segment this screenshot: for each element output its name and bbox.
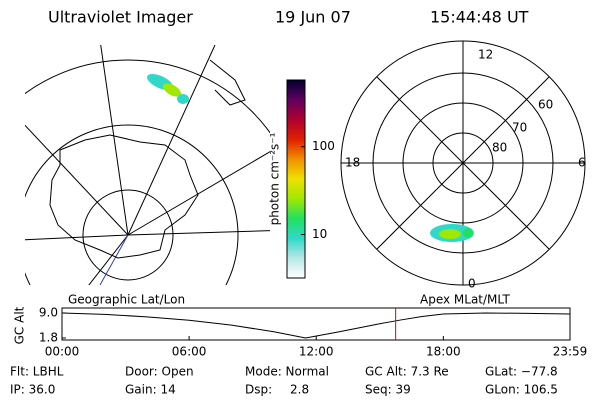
title: Ultraviolet Imager xyxy=(48,8,193,27)
info: Gain: 14 xyxy=(125,383,176,397)
info: Dsp: xyxy=(245,383,272,397)
info: IP: 36.0 xyxy=(10,383,55,397)
right-panel-label: Apex MLat/MLT xyxy=(420,293,510,307)
info: Mode: Normal xyxy=(245,365,329,379)
left-panel-label: Geographic Lat/Lon xyxy=(68,293,185,307)
x-tick-label: 06:00 xyxy=(172,345,207,359)
mlat-label: 60 xyxy=(538,98,553,112)
info: Seq: 39 xyxy=(365,383,411,397)
altitude-line xyxy=(61,312,571,339)
info: GLat: −77.8 xyxy=(485,365,558,379)
colorbar-title: photon cm⁻²s⁻¹ xyxy=(268,132,282,225)
x-tick-label: 00:00 xyxy=(45,345,80,359)
mlt-label: 0 xyxy=(468,277,476,291)
colorbar-tick-label: 10 xyxy=(312,227,327,241)
y-tick-label: 1.8 xyxy=(39,331,58,345)
colorbar-tick-label: 100 xyxy=(312,139,335,153)
mlt-label: 6 xyxy=(578,156,586,170)
geographic-map xyxy=(25,45,270,285)
info: GLon: 106.5 xyxy=(485,383,558,397)
magnetic-polar-plot xyxy=(340,40,586,286)
colorbar xyxy=(286,79,306,279)
mlt-label: 18 xyxy=(345,156,360,170)
info: GC Alt: 7.3 Re xyxy=(365,365,449,379)
date: 19 Jun 07 xyxy=(275,8,351,27)
y-axis-label: GC Alt xyxy=(13,306,27,344)
info: 2.8 xyxy=(290,383,309,397)
x-tick-label: 12:00 xyxy=(299,345,334,359)
info: Flt: LBHL xyxy=(10,365,64,379)
mlat-label: 80 xyxy=(492,141,507,155)
y-tick-label: 9.0 xyxy=(39,306,58,320)
mlt-label: 12 xyxy=(478,48,493,62)
x-tick-label: 23:59 xyxy=(553,345,588,359)
info: Door: Open xyxy=(125,365,194,379)
time: 15:44:48 UT xyxy=(430,8,529,27)
mlat-label: 70 xyxy=(512,121,527,135)
x-tick-label: 18:00 xyxy=(426,345,461,359)
